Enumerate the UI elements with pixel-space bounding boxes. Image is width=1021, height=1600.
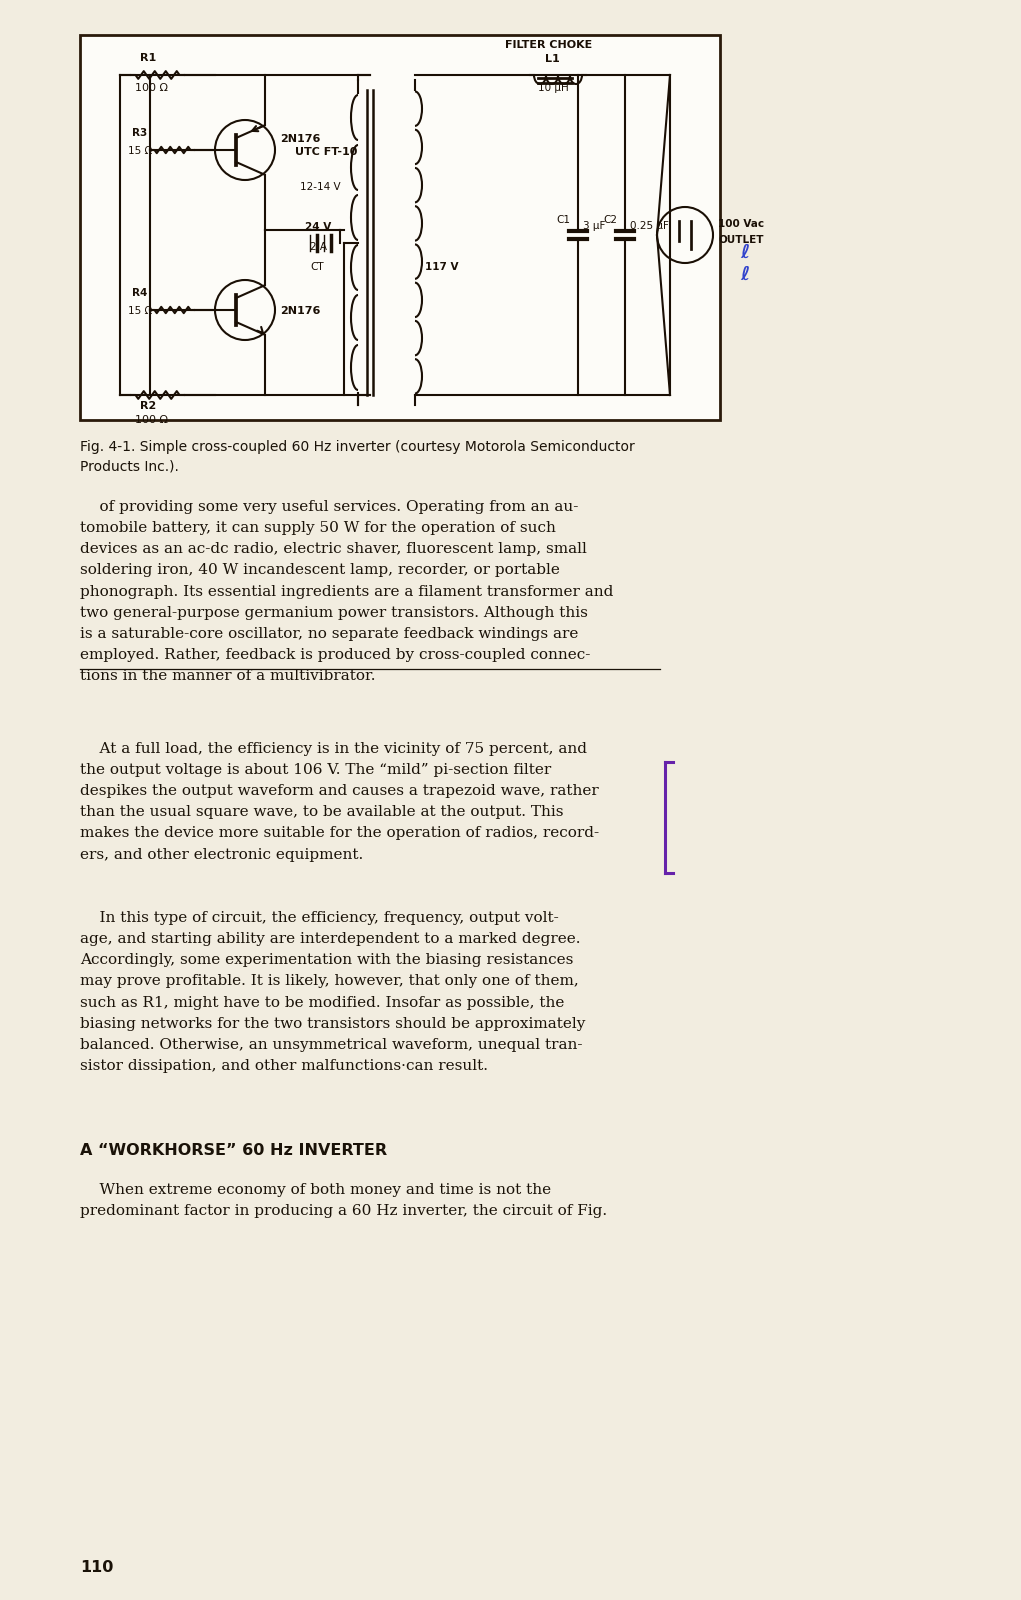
Text: 100 Vac: 100 Vac	[718, 219, 764, 229]
Text: 100 Ω: 100 Ω	[135, 414, 168, 426]
Text: ℓ
ℓ: ℓ ℓ	[740, 243, 749, 285]
Text: 117 V: 117 V	[425, 262, 458, 272]
Text: 15 Ω: 15 Ω	[128, 146, 152, 157]
Text: R4: R4	[132, 288, 147, 298]
Text: R3: R3	[132, 128, 147, 138]
Text: CT: CT	[310, 262, 324, 272]
Text: R1: R1	[140, 53, 156, 62]
Text: 12-14 V: 12-14 V	[300, 182, 341, 192]
Text: FILTER CHOKE: FILTER CHOKE	[505, 40, 592, 50]
Text: 100 Ω: 100 Ω	[135, 83, 168, 93]
Text: 2 A: 2 A	[310, 242, 327, 251]
Text: Fig. 4-1. Simple cross-coupled 60 Hz inverter (courtesy Motorola Semiconductor
P: Fig. 4-1. Simple cross-coupled 60 Hz inv…	[80, 440, 635, 474]
Text: C2: C2	[603, 214, 617, 226]
Text: L1: L1	[545, 54, 560, 64]
Text: 110: 110	[80, 1560, 113, 1574]
Text: 0.25 μF: 0.25 μF	[630, 221, 669, 230]
Text: A “WORKHORSE” 60 Hz INVERTER: A “WORKHORSE” 60 Hz INVERTER	[80, 1142, 387, 1157]
Text: C1: C1	[556, 214, 570, 226]
Text: 2N176: 2N176	[280, 306, 321, 317]
Text: 15 Ω: 15 Ω	[128, 306, 152, 317]
Text: 3 μF: 3 μF	[583, 221, 605, 230]
Text: OUTLET: OUTLET	[718, 235, 764, 245]
Text: 24 V: 24 V	[305, 222, 331, 232]
Text: In this type of circuit, the efficiency, frequency, output volt-
age, and starti: In this type of circuit, the efficiency,…	[80, 910, 585, 1074]
Text: 10 μH: 10 μH	[538, 83, 569, 93]
Bar	[80, 35, 720, 419]
Text: 2N176: 2N176	[280, 134, 321, 144]
Text: When extreme economy of both money and time is not the
predominant factor in pro: When extreme economy of both money and t…	[80, 1182, 607, 1218]
Text: R2: R2	[140, 402, 156, 411]
Text: At a full load, the efficiency is in the vicinity of 75 percent, and
the output : At a full load, the efficiency is in the…	[80, 742, 599, 861]
Text: UTC FT-10: UTC FT-10	[295, 147, 357, 157]
Text: of providing some very useful services. Operating from an au-
tomobile battery, : of providing some very useful services. …	[80, 499, 614, 683]
